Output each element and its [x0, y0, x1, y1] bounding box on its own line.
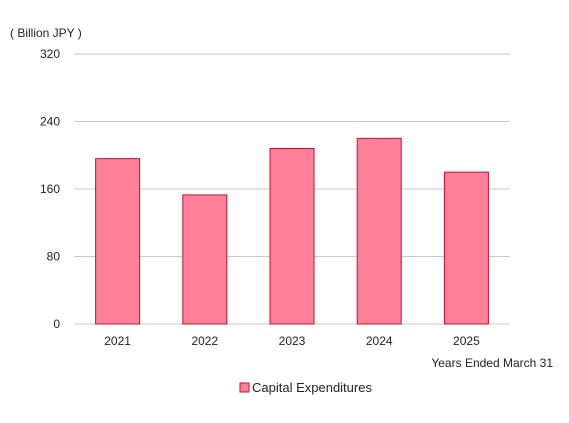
- y-tick-label: 160: [40, 182, 60, 196]
- legend-swatch: [239, 382, 250, 393]
- bar-2021: [95, 158, 141, 325]
- x-tick-label: 2021: [104, 334, 131, 348]
- y-tick-label: 320: [40, 47, 60, 61]
- y-tick-label: 0: [53, 317, 60, 331]
- legend: Capital Expenditures: [239, 380, 372, 395]
- x-axis-title: Years Ended March 31: [431, 356, 553, 370]
- bar-2023: [269, 148, 315, 325]
- y-tick-label: 80: [47, 250, 61, 264]
- tick-labels: 0 80 160 240 320 2021 2022 2023 2024 2025: [40, 47, 480, 348]
- x-tick-label: 2025: [453, 334, 480, 348]
- bars: [95, 137, 489, 325]
- bar-2022: [182, 194, 228, 325]
- bar-2025: [443, 171, 489, 325]
- x-tick-label: 2022: [191, 334, 218, 348]
- x-tick-label: 2023: [279, 334, 306, 348]
- y-axis-title: ( Billion JPY ): [10, 26, 82, 40]
- y-tick-label: 240: [40, 115, 60, 129]
- bar-2024: [356, 137, 402, 325]
- legend-label: Capital Expenditures: [252, 380, 372, 395]
- x-tick-label: 2024: [366, 334, 393, 348]
